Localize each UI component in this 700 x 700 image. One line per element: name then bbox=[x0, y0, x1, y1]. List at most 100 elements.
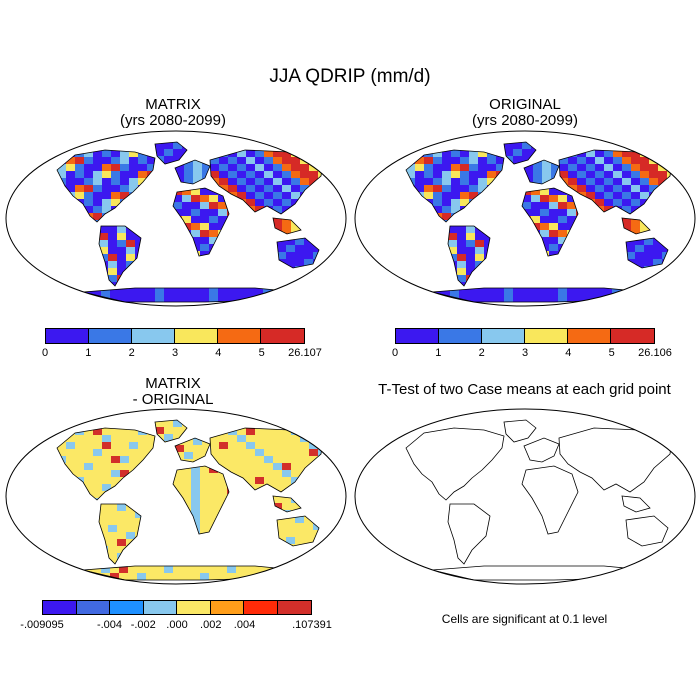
grid-cell bbox=[126, 233, 135, 240]
grid-cell bbox=[667, 185, 672, 192]
grid-cell bbox=[218, 209, 227, 216]
grid-cell bbox=[577, 171, 586, 178]
grid-cell bbox=[173, 288, 182, 295]
grid-cell bbox=[496, 199, 504, 206]
colorbar-swatch bbox=[143, 601, 177, 614]
grid-cell bbox=[653, 245, 662, 252]
grid-cell bbox=[255, 178, 264, 185]
grid-cell bbox=[658, 157, 667, 164]
grid-cell bbox=[631, 199, 640, 206]
colorbar-swatch bbox=[244, 601, 278, 614]
grid-cell bbox=[667, 199, 672, 206]
grid-cell bbox=[631, 206, 640, 213]
grid-cell bbox=[126, 240, 135, 247]
grid-cell bbox=[128, 295, 137, 302]
grid-cell bbox=[567, 288, 576, 295]
grid-cell bbox=[120, 171, 129, 178]
grid-cell bbox=[291, 185, 300, 192]
grid-cell bbox=[193, 174, 202, 181]
grid-cell bbox=[406, 213, 415, 220]
map-frame bbox=[354, 130, 696, 307]
grid-cell bbox=[263, 573, 272, 580]
north-america-outline bbox=[405, 427, 505, 501]
grid-cell bbox=[531, 142, 536, 149]
grid-cell bbox=[218, 251, 227, 256]
grid-cell bbox=[184, 167, 193, 174]
grid-cell bbox=[291, 477, 300, 484]
grid-cell bbox=[191, 237, 200, 244]
grid-cell bbox=[66, 171, 75, 178]
grid-cell bbox=[613, 157, 622, 164]
grid-cell bbox=[75, 171, 84, 178]
grid-cell bbox=[406, 171, 415, 178]
greenland-outline bbox=[154, 419, 188, 443]
panel-title-line1: MATRIX bbox=[145, 96, 201, 113]
grid-cell bbox=[202, 181, 210, 184]
grid-cell bbox=[129, 157, 138, 164]
grid-cell bbox=[200, 251, 209, 256]
grid-cell bbox=[604, 150, 613, 157]
grid-cell bbox=[630, 295, 639, 302]
grid-cell bbox=[227, 566, 236, 573]
colorbar-swatch bbox=[175, 329, 218, 343]
grid-cell bbox=[594, 288, 603, 295]
grid-cell bbox=[469, 199, 478, 206]
grid-cell bbox=[120, 178, 129, 185]
grid-cell bbox=[227, 244, 229, 251]
grid-cell bbox=[147, 463, 155, 470]
grid-cell bbox=[576, 288, 585, 295]
grid-cell bbox=[173, 295, 182, 302]
grid-cell bbox=[282, 225, 291, 232]
grid-cell bbox=[182, 515, 191, 522]
grid-cell bbox=[102, 484, 111, 491]
grid-cell bbox=[191, 494, 200, 501]
grid-cell bbox=[309, 150, 318, 157]
grid-cell bbox=[457, 226, 466, 233]
grid-cell bbox=[108, 240, 117, 247]
grid-cell bbox=[182, 142, 187, 149]
grid-cell bbox=[540, 230, 549, 237]
grid-cell bbox=[182, 202, 191, 209]
grid-cell bbox=[111, 171, 120, 178]
southeast-asia-outline bbox=[621, 495, 651, 513]
grid-cell bbox=[102, 199, 111, 206]
grid-cell bbox=[586, 213, 595, 214]
grid-cell bbox=[613, 192, 622, 199]
grid-cell bbox=[466, 233, 475, 240]
grid-cell bbox=[227, 288, 236, 295]
grid-cell bbox=[640, 192, 649, 199]
grid-cell bbox=[558, 195, 567, 202]
grid-cell bbox=[613, 178, 622, 185]
grid-cell bbox=[129, 491, 138, 498]
grid-cell bbox=[282, 206, 291, 213]
grid-cell bbox=[111, 470, 120, 477]
grid-cell bbox=[182, 244, 191, 251]
grid-cell bbox=[635, 238, 644, 245]
grid-cell bbox=[662, 252, 668, 259]
map-ttest bbox=[354, 408, 696, 585]
grid-cell bbox=[117, 226, 126, 233]
grid-cell bbox=[450, 288, 459, 295]
grid-cell bbox=[622, 192, 631, 199]
grid-cell bbox=[640, 225, 649, 232]
grid-cell bbox=[460, 171, 469, 178]
colorbar-difference bbox=[42, 600, 312, 615]
grid-cell bbox=[540, 195, 549, 202]
colorbar-swatch bbox=[76, 601, 110, 614]
grid-cell bbox=[155, 142, 164, 149]
grid-cell bbox=[513, 295, 522, 302]
grid-cell bbox=[318, 206, 323, 213]
grid-cell bbox=[460, 157, 469, 164]
north-america-outline bbox=[56, 427, 156, 501]
grid-cell bbox=[57, 171, 66, 178]
grid-cell bbox=[111, 199, 120, 206]
grid-cell bbox=[586, 178, 595, 185]
grid-cell bbox=[57, 206, 66, 213]
grid-cell bbox=[135, 254, 141, 261]
grid-cell bbox=[576, 295, 585, 302]
grid-cell bbox=[433, 199, 442, 206]
grid-cell bbox=[93, 178, 102, 185]
grid-cell bbox=[138, 477, 147, 484]
grid-cell bbox=[549, 288, 558, 295]
grid-cell bbox=[300, 484, 309, 491]
